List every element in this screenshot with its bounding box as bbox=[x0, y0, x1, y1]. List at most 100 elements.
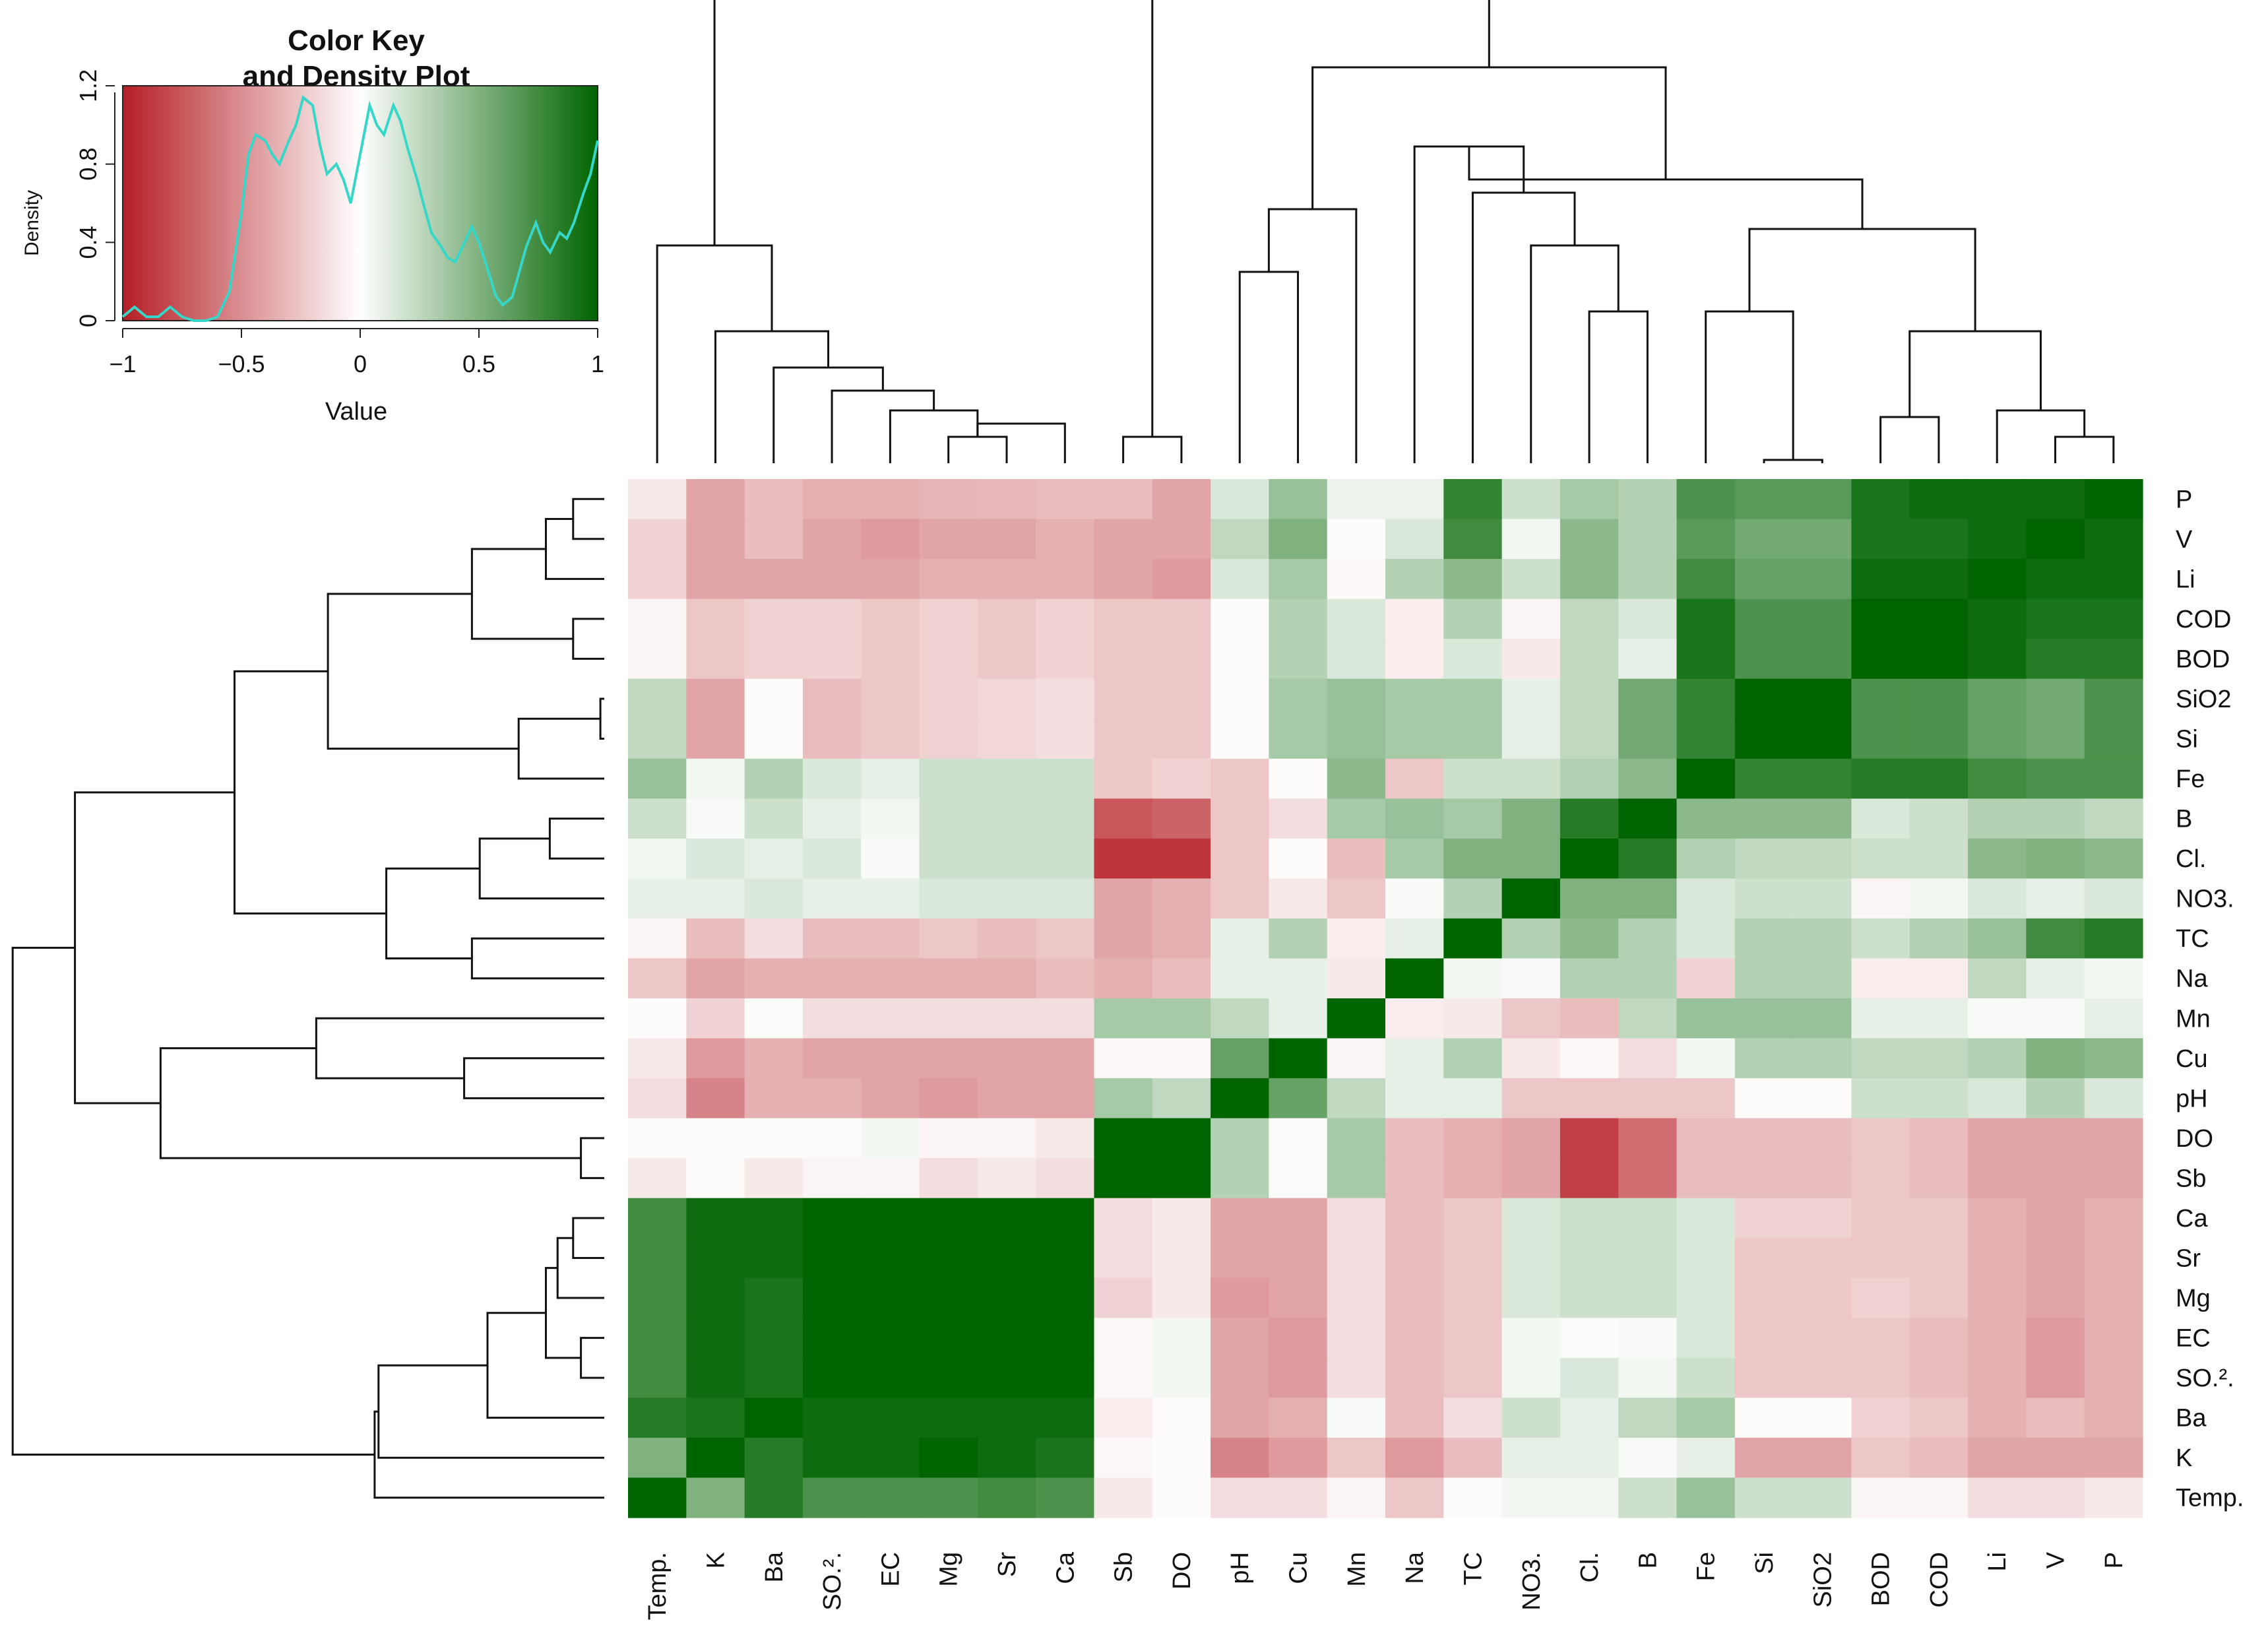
heatmap-cell bbox=[1968, 878, 2027, 919]
heatmap-cell bbox=[744, 1078, 803, 1119]
heatmap-cell bbox=[1269, 1357, 1328, 1398]
heatmap-cell bbox=[1269, 1078, 1328, 1119]
heatmap-cell bbox=[1327, 1437, 1386, 1479]
heatmap-cell bbox=[744, 479, 803, 520]
heatmap-cell bbox=[1152, 1318, 1211, 1359]
heatmap-cell bbox=[1327, 559, 1386, 600]
heatmap-cell bbox=[1968, 1238, 2027, 1279]
heatmap-cell bbox=[1793, 1198, 1852, 1239]
row-label: BOD bbox=[2176, 645, 2230, 673]
heatmap-cell bbox=[1152, 1038, 1211, 1079]
heatmap-cell bbox=[1734, 958, 1794, 999]
row-label: NO3. bbox=[2176, 886, 2234, 913]
heatmap-cell bbox=[1094, 1198, 1153, 1239]
heatmap-cell bbox=[802, 678, 862, 719]
heatmap-cell bbox=[919, 758, 978, 799]
heatmap-cell bbox=[919, 1078, 978, 1119]
heatmap-cell bbox=[1385, 559, 1444, 600]
heatmap-cell bbox=[2026, 519, 2085, 560]
heatmap-cell bbox=[1443, 1477, 1503, 1518]
heatmap-cell bbox=[1501, 1398, 1561, 1438]
heatmap-cell bbox=[1676, 1318, 1736, 1359]
heatmap-cell bbox=[1036, 1078, 1095, 1119]
col-label: V bbox=[2042, 1551, 2070, 1568]
heatmap-cell bbox=[1385, 598, 1444, 639]
heatmap-cell bbox=[919, 639, 978, 680]
heatmap-cell bbox=[802, 719, 862, 759]
heatmap-cell bbox=[977, 598, 1036, 639]
heatmap-cell bbox=[1851, 598, 1910, 639]
heatmap-cell bbox=[1793, 1158, 1852, 1199]
heatmap-cell bbox=[686, 1038, 745, 1079]
heatmap-cell bbox=[1443, 878, 1503, 919]
col-label: Temp. bbox=[644, 1552, 672, 1620]
heatmap-cell bbox=[1152, 1238, 1211, 1279]
heatmap-cell bbox=[744, 1318, 803, 1359]
heatmap-cell bbox=[1851, 1198, 1910, 1239]
heatmap-cell bbox=[1211, 1437, 1269, 1479]
heatmap-cell bbox=[1269, 1437, 1328, 1479]
color-key-title-line1: Color Key bbox=[288, 24, 425, 57]
heatmap-cell bbox=[744, 878, 803, 919]
heatmap-cell bbox=[2084, 1238, 2143, 1279]
heatmap-cell bbox=[1909, 1477, 1969, 1518]
heatmap-cell bbox=[802, 998, 862, 1039]
heatmap-cell bbox=[1851, 958, 1910, 999]
heatmap-cell bbox=[1385, 798, 1444, 839]
heatmap-cell bbox=[1968, 1437, 2027, 1479]
heatmap-cell bbox=[1851, 758, 1910, 799]
heatmap-cell bbox=[977, 1078, 1036, 1119]
heatmap-cell bbox=[1968, 1198, 2027, 1239]
heatmap-cell bbox=[977, 1477, 1036, 1518]
heatmap-cell bbox=[1211, 1477, 1269, 1518]
heatmap-cell bbox=[2084, 519, 2143, 560]
heatmap-cell bbox=[977, 998, 1036, 1039]
heatmap-cell bbox=[1676, 1158, 1736, 1199]
heatmap-cell bbox=[1443, 958, 1503, 999]
color-key-gradient bbox=[122, 85, 598, 321]
heatmap-cell bbox=[1327, 1357, 1386, 1398]
heatmap-cell bbox=[1036, 678, 1095, 719]
heatmap-cell bbox=[1909, 918, 1969, 959]
row-dendrogram bbox=[11, 498, 604, 1499]
heatmap-cell bbox=[1851, 1318, 1910, 1359]
heatmap-cell bbox=[2026, 1078, 2085, 1119]
heatmap-cell bbox=[1152, 758, 1211, 799]
dendrogram-link bbox=[545, 518, 604, 580]
heatmap-cell bbox=[1501, 1477, 1561, 1518]
heatmap-cell bbox=[861, 1118, 920, 1159]
heatmap-cell bbox=[919, 519, 978, 560]
heatmap-cell bbox=[1094, 719, 1153, 759]
heatmap-cell bbox=[744, 918, 803, 959]
row-label: P bbox=[2176, 486, 2192, 513]
heatmap-cell bbox=[1559, 878, 1619, 919]
heatmap-cell bbox=[1851, 1277, 1910, 1318]
heatmap-cell bbox=[802, 918, 862, 959]
heatmap-cell bbox=[1327, 598, 1386, 639]
heatmap-cell bbox=[744, 998, 803, 1039]
heatmap-cell bbox=[686, 1398, 745, 1438]
heatmap-cell bbox=[744, 519, 803, 560]
color-key-xlabel: Value bbox=[325, 398, 387, 426]
heatmap-cell bbox=[1559, 958, 1619, 999]
heatmap-cell bbox=[919, 719, 978, 759]
heatmap-cell bbox=[1443, 758, 1503, 799]
heatmap-cell bbox=[1327, 678, 1386, 719]
heatmap-cell bbox=[1094, 1118, 1153, 1159]
heatmap-cell bbox=[1269, 1238, 1328, 1279]
heatmap-cell bbox=[1676, 838, 1736, 879]
heatmap-cell bbox=[628, 1198, 687, 1239]
heatmap-cell bbox=[1909, 1238, 1969, 1279]
heatmap-cell bbox=[1851, 878, 1910, 919]
heatmap-cell bbox=[1851, 1398, 1910, 1438]
heatmap-cell bbox=[1909, 1158, 1969, 1199]
heatmap-cell bbox=[1443, 838, 1503, 879]
heatmap-cell bbox=[2026, 1277, 2085, 1318]
heatmap-cell bbox=[1211, 1158, 1269, 1199]
heatmap-cell bbox=[1793, 998, 1852, 1039]
heatmap-cell bbox=[1793, 559, 1852, 600]
heatmap-cell bbox=[1152, 918, 1211, 959]
heatmap-cell bbox=[1618, 1158, 1678, 1199]
heatmap-cell bbox=[2026, 479, 2085, 520]
heatmap-cell bbox=[1036, 838, 1095, 879]
